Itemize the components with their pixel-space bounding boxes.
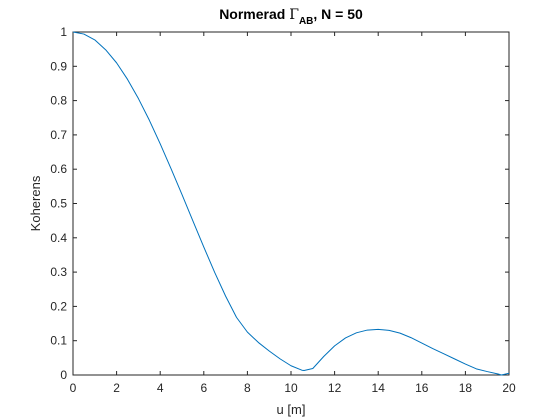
x-tick-label: 4 xyxy=(157,381,164,395)
y-tick-label: 0.4 xyxy=(50,231,67,245)
y-tick-label: 0.3 xyxy=(50,265,67,279)
x-tick-label: 8 xyxy=(244,381,251,395)
x-tick-label: 10 xyxy=(284,381,298,395)
x-tick-label: 6 xyxy=(200,381,207,395)
plot-area xyxy=(72,31,510,376)
x-tick-label: 14 xyxy=(372,381,386,395)
y-tick-label: 0.2 xyxy=(50,299,67,313)
chart-title-prefix: Normerad xyxy=(219,6,289,22)
chart-title: Normerad ΓAB, N = 50 xyxy=(219,6,363,27)
x-tick-label: 0 xyxy=(70,381,77,395)
axis-ticks: 0 2 4 6 8 10 12 14 16 18 20 0 0.1 0.2 0.3 0.4 0.5 0.6 0.7 0… xyxy=(50,25,516,395)
x-tick-label: 18 xyxy=(459,381,473,395)
series-line xyxy=(72,31,510,376)
chart-title-subscript: AB xyxy=(299,16,313,27)
y-axis-label: Koherens xyxy=(28,175,43,231)
y-tick-label: 0.1 xyxy=(50,334,67,348)
y-tick-label: 1 xyxy=(60,25,67,39)
x-tick-label: 12 xyxy=(328,381,342,395)
x-axis-label: u [m] xyxy=(277,402,306,417)
series-layer xyxy=(72,31,510,376)
y-tick-label: 0.7 xyxy=(50,128,67,142)
y-tick-label: 0.8 xyxy=(50,94,67,108)
x-tick-label: 16 xyxy=(415,381,429,395)
x-tick-label: 2 xyxy=(113,381,120,395)
y-tick-label: 0.5 xyxy=(50,197,67,211)
x-tick-label: 20 xyxy=(502,381,516,395)
chart-title-symbol: Γ xyxy=(289,7,299,23)
chart-title-suffix: , N = 50 xyxy=(313,6,363,22)
y-tick-label: 0 xyxy=(60,368,67,382)
y-tick-label: 0.6 xyxy=(50,162,67,176)
y-tick-label: 0.9 xyxy=(50,59,67,73)
